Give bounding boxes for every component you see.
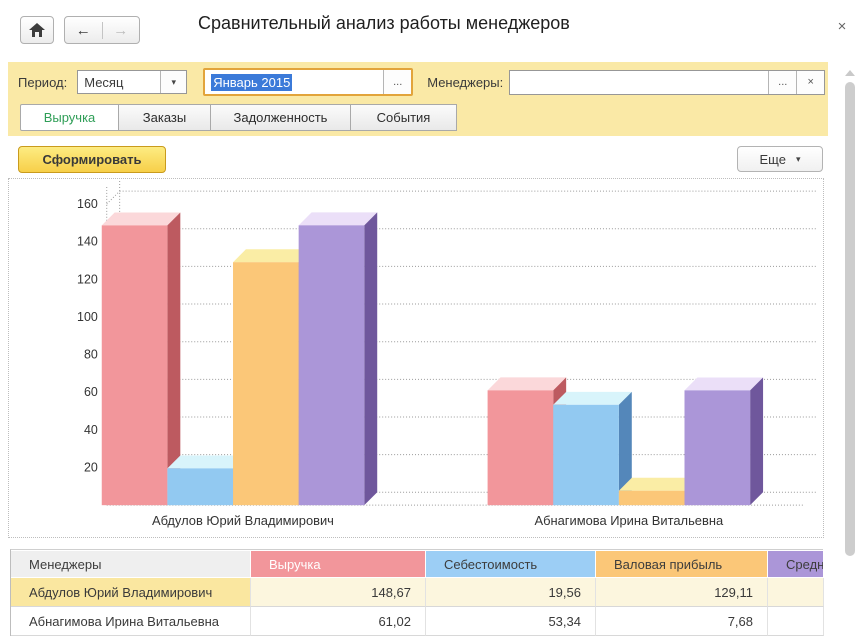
bar-side xyxy=(364,212,378,506)
history-nav-group: ← → xyxy=(64,16,140,44)
y-tick-label: 140 xyxy=(77,235,98,249)
tab-label: Выручка xyxy=(43,110,96,125)
bar-top xyxy=(487,377,567,391)
y-tick-label: 120 xyxy=(77,272,98,286)
bar-top xyxy=(233,249,312,263)
column-header-cost[interactable]: Себестоимость xyxy=(426,550,596,578)
period-value-text: Январь 2015 xyxy=(205,70,383,94)
back-button[interactable]: ← xyxy=(65,22,102,39)
tab-revenue[interactable]: Выручка xyxy=(20,104,119,131)
bar xyxy=(233,262,299,506)
bar xyxy=(487,390,554,506)
managers-label: Менеджеры: xyxy=(427,74,504,90)
tab-bar: Выручка Заказы Задолженность События xyxy=(20,104,457,131)
column-header-revenue[interactable]: Выручка xyxy=(251,550,426,578)
period-type-combobox[interactable]: Месяц ▾ xyxy=(77,70,188,94)
cell-cost[interactable]: 19,56 xyxy=(426,578,596,607)
period-type-value: Месяц xyxy=(84,75,124,90)
cell-gross-profit[interactable]: 129,11 xyxy=(596,578,768,607)
y-tick-label: 20 xyxy=(84,461,98,475)
bar-top xyxy=(167,455,246,469)
tab-label: События xyxy=(376,110,431,125)
chart-area[interactable]: 20 40 60 80 100 120 140 160 Абдулов Юрий Владими… xyxy=(8,178,824,538)
back-icon: ← xyxy=(75,21,91,39)
bar xyxy=(167,468,234,506)
column-header-gross-profit[interactable]: Валовая прибыль xyxy=(596,550,768,578)
generate-button-label: Сформировать xyxy=(42,152,142,167)
more-button[interactable]: Еще ▾ xyxy=(737,146,823,172)
home-icon xyxy=(29,23,45,37)
selected-text: Январь 2015 xyxy=(211,73,293,91)
category-label: Абдулов Юрий Владимирович xyxy=(152,513,334,528)
managers-ellipsis-button[interactable]: ... xyxy=(768,70,797,94)
home-button[interactable] xyxy=(20,16,54,44)
chevron-down-icon: ▾ xyxy=(795,153,801,164)
bar xyxy=(298,225,365,506)
generate-button[interactable]: Сформировать xyxy=(18,146,166,173)
bar xyxy=(618,490,685,506)
scrollbar-thumb[interactable] xyxy=(845,82,855,556)
category-label: Абнагимова Ирина Витальевна xyxy=(534,513,723,528)
tab-orders[interactable]: Заказы xyxy=(119,104,211,131)
period-label: Период: xyxy=(18,74,68,90)
bar-top xyxy=(101,212,181,226)
table-header-row: Менеджеры Выручка Себестоимость Валовая … xyxy=(11,550,824,578)
cell-gross-profit[interactable]: 7,68 xyxy=(596,607,768,636)
bar-top xyxy=(684,377,764,391)
y-tick-label: 60 xyxy=(84,385,98,399)
cell-average[interactable] xyxy=(768,578,824,607)
y-tick-label: 40 xyxy=(84,423,98,437)
cell-manager-name[interactable]: Абдулов Юрий Владимирович xyxy=(11,578,251,607)
column-header-average[interactable]: Средн xyxy=(768,550,824,578)
y-tick-label: 160 xyxy=(77,197,98,211)
table-row[interactable]: Абнагимова Ирина Витальевна 61,02 53,34 … xyxy=(11,607,824,636)
managers-field[interactable]: ... × xyxy=(509,69,826,95)
tab-label: Заказы xyxy=(142,110,187,125)
y-tick-label: 80 xyxy=(84,348,98,362)
bar xyxy=(553,404,619,506)
bar-chart: 20 40 60 80 100 120 140 160 Абдулов Юрий Владими… xyxy=(77,180,818,528)
table-row[interactable]: Абдулов Юрий Владимирович 148,67 19,56 1… xyxy=(11,578,824,607)
managers-clear-icon[interactable]: × xyxy=(796,70,825,94)
tab-events[interactable]: События xyxy=(351,104,457,131)
bar xyxy=(101,225,168,506)
bar-side xyxy=(750,377,764,506)
bar-side xyxy=(618,391,632,506)
bar-top xyxy=(618,477,698,491)
tab-debt[interactable]: Задолженность xyxy=(211,104,351,131)
bar-top xyxy=(298,212,378,226)
tick-connector xyxy=(106,190,121,205)
managers-value xyxy=(510,71,768,94)
cell-manager-name[interactable]: Абнагимова Ирина Витальевна xyxy=(11,607,251,636)
filter-row: Период: Месяц ▾ Январь 2015 ... Менеджер… xyxy=(8,66,828,98)
bar xyxy=(684,390,751,506)
cell-cost[interactable]: 53,34 xyxy=(426,607,596,636)
cell-average[interactable] xyxy=(768,607,824,636)
more-button-label: Еще xyxy=(759,151,786,167)
tab-label: Задолженность xyxy=(233,110,328,125)
managers-table: Менеджеры Выручка Себестоимость Валовая … xyxy=(10,549,824,636)
chevron-down-icon[interactable]: ▾ xyxy=(160,71,187,93)
vertical-scrollbar[interactable] xyxy=(843,66,857,586)
filter-panel: Период: Месяц ▾ Январь 2015 ... Менеджер… xyxy=(8,62,828,136)
y-tick-label: 100 xyxy=(77,310,98,324)
column-header-managers[interactable]: Менеджеры xyxy=(11,550,251,578)
forward-icon: → xyxy=(113,21,129,39)
forward-button[interactable]: → xyxy=(101,21,140,39)
period-ellipsis-button[interactable]: ... xyxy=(383,70,412,94)
cell-revenue[interactable]: 148,67 xyxy=(251,578,426,607)
bar-top xyxy=(553,391,632,405)
bar-side xyxy=(167,212,181,506)
cell-revenue[interactable]: 61,02 xyxy=(251,607,426,636)
page-title: Сравнительный анализ работы менеджеров xyxy=(198,13,570,33)
period-value-field[interactable]: Январь 2015 ... xyxy=(203,68,414,96)
close-icon[interactable]: × xyxy=(837,18,847,35)
scrollbar-up-icon[interactable] xyxy=(845,70,855,76)
